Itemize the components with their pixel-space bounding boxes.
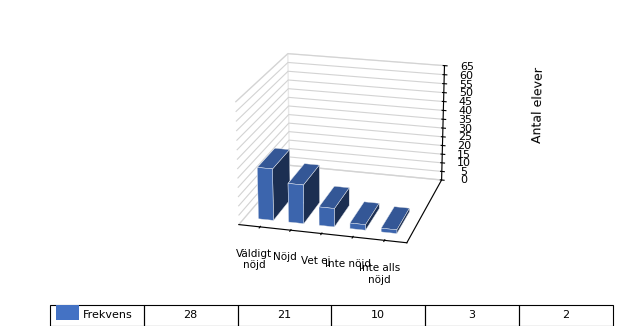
Text: 2: 2 <box>562 310 569 320</box>
Bar <box>519 305 612 326</box>
Text: 3: 3 <box>468 310 476 320</box>
Bar <box>50 305 144 326</box>
Bar <box>238 305 331 326</box>
Bar <box>331 305 425 326</box>
Bar <box>425 305 519 326</box>
Bar <box>56 305 79 319</box>
Text: Frekvens: Frekvens <box>82 310 132 320</box>
Text: 28: 28 <box>184 310 198 320</box>
Text: 21: 21 <box>278 310 291 320</box>
Text: 10: 10 <box>371 310 385 320</box>
Bar <box>144 305 238 326</box>
